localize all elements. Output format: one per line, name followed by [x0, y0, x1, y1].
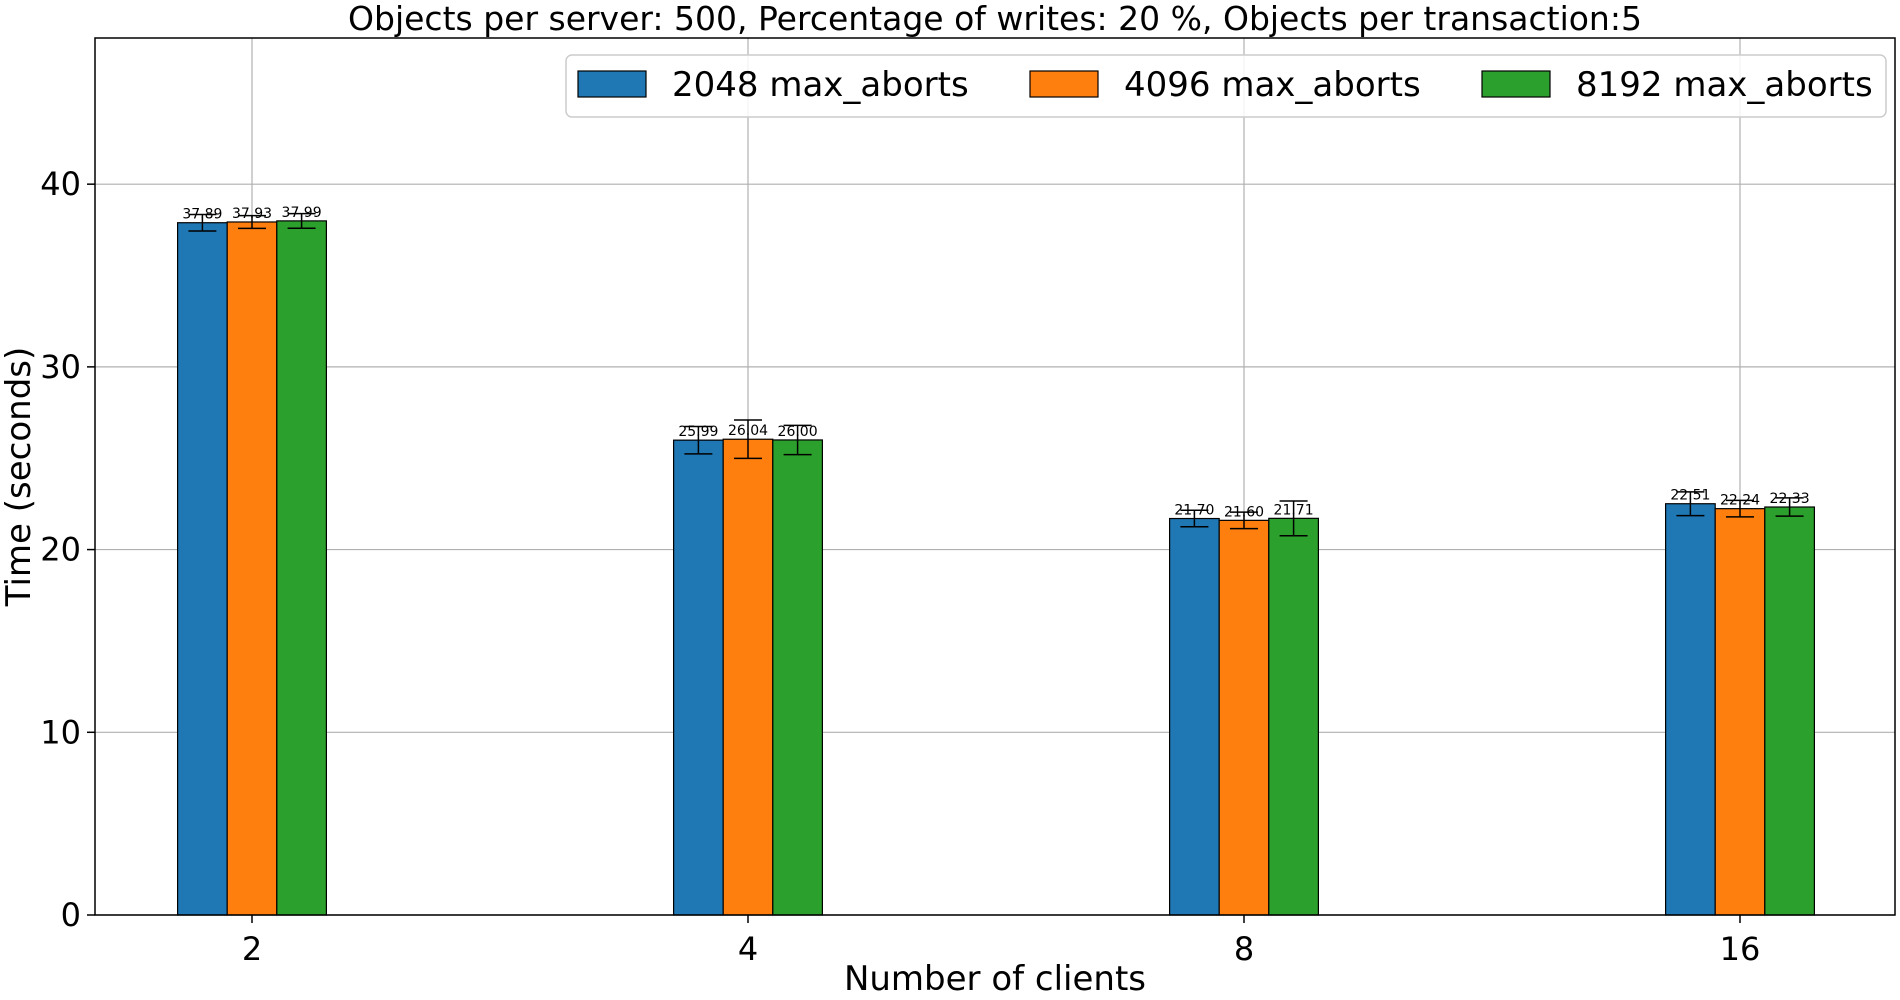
y-tick-label: 30: [40, 348, 81, 386]
bar: [276, 220, 327, 916]
bar-value-label: 26.00: [778, 424, 818, 440]
x-axis-label: Number of clients: [844, 959, 1146, 999]
bar-value-label: 37.89: [182, 207, 222, 223]
y-tick-label: 40: [40, 165, 81, 203]
bar-value-label: 22.51: [1670, 488, 1710, 504]
bar-value-label: 22.24: [1720, 493, 1760, 509]
bar: [772, 439, 823, 916]
bars: [177, 220, 1816, 916]
bar: [672, 439, 724, 916]
bar: [1764, 506, 1816, 916]
x-tick-label: 8: [1234, 930, 1254, 968]
y-tick-label: 20: [40, 531, 81, 569]
bar-value-labels: 37.89 25.99 21.70 22.51 37.93 26.04 21.60 22.24…: [182, 205, 1809, 520]
bar-value-label: 21.71: [1274, 502, 1314, 518]
x-tick-label: 16: [1720, 930, 1761, 968]
bar: [177, 222, 228, 916]
legend-swatch: [1481, 70, 1551, 98]
error-bars: [188, 212, 1804, 537]
legend: 2048 max_aborts 4096 max_aborts 8192 max_a…: [565, 54, 1887, 118]
bar: [1168, 517, 1220, 916]
bar: [1714, 508, 1766, 916]
y-axis-label: Time (seconds): [0, 347, 39, 608]
bar-value-label: 25.99: [678, 424, 718, 440]
legend-swatch: [1029, 70, 1099, 98]
bar-value-label: 37.99: [282, 205, 322, 221]
bar: [722, 438, 774, 916]
bar-value-label: 22.33: [1770, 491, 1810, 507]
bar: [1218, 519, 1270, 916]
plot-frame: [94, 37, 1896, 916]
bar: [226, 221, 278, 916]
bar-value-label: 26.04: [728, 423, 768, 439]
chart-title: Objects per server: 500, Percentage of w…: [348, 0, 1642, 38]
bar-value-label: 21.70: [1174, 503, 1214, 519]
bar-value-label: 21.60: [1224, 504, 1264, 520]
bar-value-label: 37.93: [232, 206, 272, 222]
y-tick-label: 10: [40, 713, 81, 751]
legend-entry-label: 4096 max_aborts: [1124, 65, 1421, 105]
x-tick-label: 4: [738, 930, 758, 968]
legend-entry-label: 8192 max_aborts: [1576, 65, 1873, 105]
legend-box: [565, 54, 1887, 118]
y-tick-label: 0: [61, 896, 81, 934]
legend-entry-label: 2048 max_aborts: [672, 65, 969, 105]
bar: [1664, 503, 1716, 916]
bar: [1268, 517, 1320, 916]
legend-swatch: [577, 70, 647, 98]
x-tick-label: 2: [242, 930, 262, 968]
